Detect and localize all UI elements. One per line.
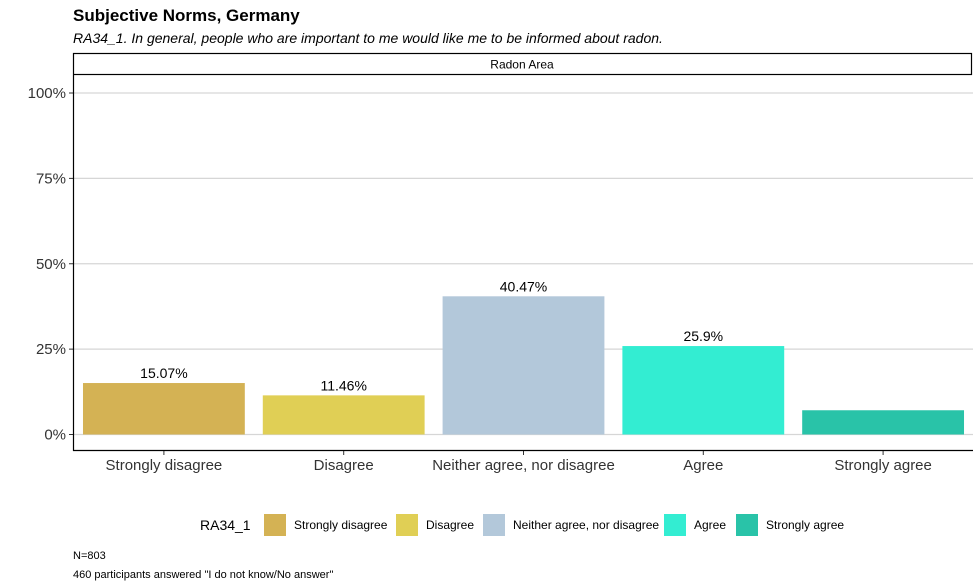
data-label: 15.07% [140, 365, 187, 381]
facet-strip-label: Radon Area [490, 58, 554, 72]
legend-label: Strongly disagree [294, 518, 388, 532]
legend-label: Agree [694, 518, 726, 532]
x-tick-label: Neither agree, nor disagree [432, 457, 615, 474]
bar [262, 395, 425, 435]
legend-key [396, 514, 418, 536]
bars [82, 296, 965, 435]
legend-label: Disagree [426, 518, 474, 532]
chart-subtitle: RA34_1. In general, people who are impor… [73, 30, 663, 46]
y-tick-label: 75% [36, 170, 66, 187]
x-tick-label: Strongly disagree [106, 457, 223, 474]
x-tick-label: Disagree [314, 457, 374, 474]
y-tick-label: 25% [36, 341, 66, 358]
legend-key [736, 514, 758, 536]
legend-label: Neither agree, nor disagree [513, 518, 659, 532]
x-axis-ticks: Strongly disagree Disagree Neither agree, … [106, 451, 932, 474]
legend-key [664, 514, 686, 536]
y-tick-label: 0% [44, 427, 66, 444]
bar [442, 296, 605, 435]
legend-label: Strongly agree [766, 518, 844, 532]
caption-n: N=803 [73, 550, 106, 562]
x-tick-label: Strongly agree [834, 457, 932, 474]
data-label: 40.47% [500, 278, 547, 294]
data-labels: 15.07% 11.46% 40.47% 25.9% [140, 278, 723, 393]
legend: RA34_1 Strongly disagree Disagree Neither … [200, 514, 844, 536]
chart-title: Subjective Norms, Germany [73, 6, 300, 25]
bar [82, 383, 245, 435]
bar [622, 346, 785, 435]
caption-no-answer: 460 participants answered "I do not know… [73, 569, 333, 581]
data-label: 25.9% [683, 328, 723, 344]
bar [802, 410, 965, 435]
y-tick-label: 50% [36, 256, 66, 273]
y-tick-label: 100% [28, 85, 66, 102]
legend-title: RA34_1 [200, 517, 251, 533]
legend-key [483, 514, 505, 536]
data-label: 11.46% [320, 377, 366, 393]
legend-key [264, 514, 286, 536]
facet-strip [72, 52, 973, 76]
y-axis-ticks: 0% 25% 50% 75% 100% [28, 85, 73, 444]
x-tick-label: Agree [683, 457, 723, 474]
